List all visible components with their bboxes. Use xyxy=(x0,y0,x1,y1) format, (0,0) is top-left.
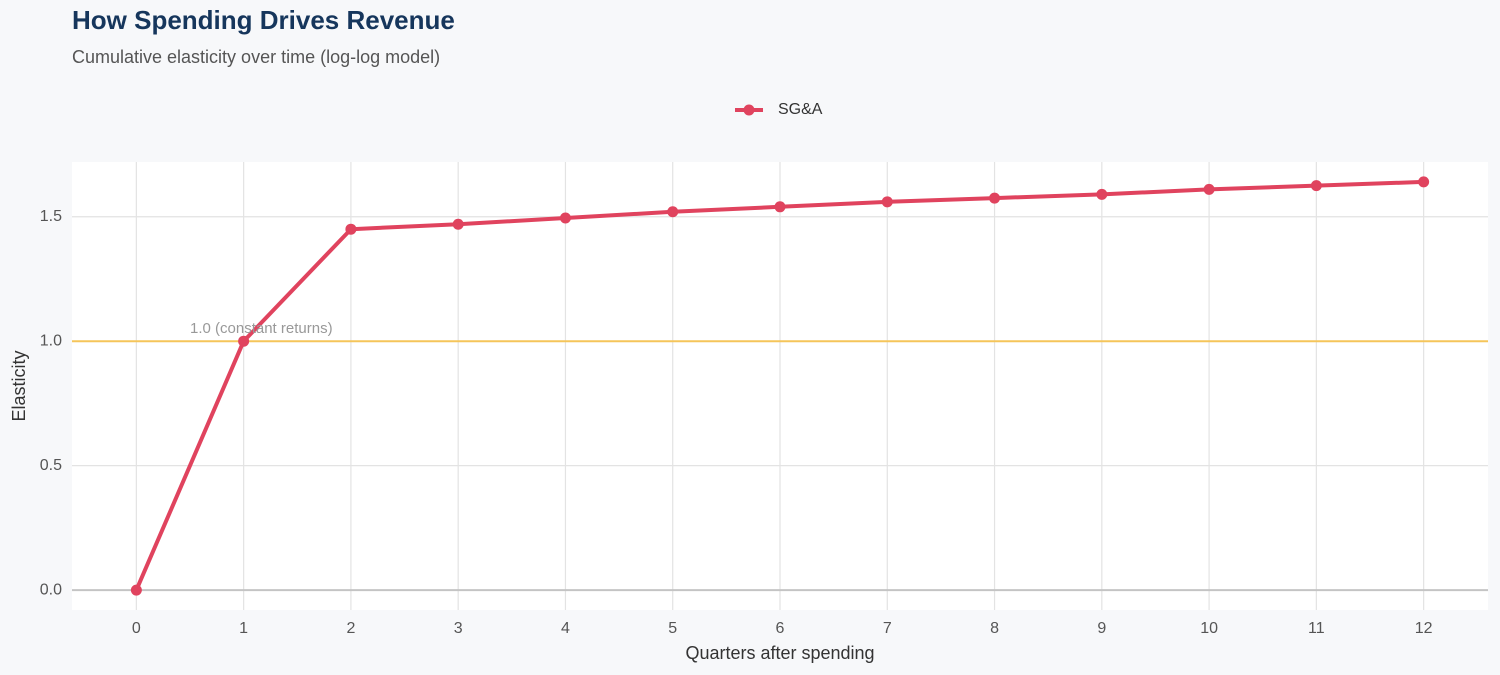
data-point xyxy=(345,223,357,235)
data-point xyxy=(130,584,142,596)
x-axis-label: Quarters after spending xyxy=(685,643,874,663)
x-tick-label: 0 xyxy=(132,620,141,637)
data-point xyxy=(1418,176,1430,188)
x-tick-label: 4 xyxy=(561,620,570,637)
y-tick-label: 0.5 xyxy=(40,457,62,474)
data-point xyxy=(1310,180,1322,192)
y-tick-label: 1.5 xyxy=(40,208,62,225)
data-point xyxy=(1203,183,1215,195)
x-tick-label: 11 xyxy=(1308,620,1325,637)
chart-title: How Spending Drives Revenue xyxy=(72,5,455,35)
data-point xyxy=(559,212,571,224)
data-point xyxy=(667,206,679,218)
data-point xyxy=(774,201,786,213)
marks xyxy=(72,176,1488,596)
reference-label: 1.0 (constant returns) xyxy=(190,320,333,337)
x-tick-label: 3 xyxy=(454,620,463,637)
data-point xyxy=(238,335,250,347)
x-tick-label: 5 xyxy=(668,620,677,637)
x-tick-label: 6 xyxy=(776,620,785,637)
x-tick-label: 7 xyxy=(883,620,892,637)
data-point xyxy=(989,192,1001,204)
x-tick-label: 1 xyxy=(239,620,248,637)
x-tick-label: 12 xyxy=(1415,620,1433,637)
legend-label: SG&A xyxy=(778,101,823,118)
legend-marker xyxy=(743,104,755,116)
x-tick-label: 9 xyxy=(1097,620,1106,637)
x-tick-label: 8 xyxy=(990,620,999,637)
y-tick-label: 0.0 xyxy=(40,581,62,598)
y-tick-label: 1.0 xyxy=(40,332,62,349)
data-point xyxy=(452,218,464,230)
x-tick-label: 2 xyxy=(346,620,355,637)
data-point xyxy=(1096,188,1108,200)
chart-subtitle: Cumulative elasticity over time (log-log… xyxy=(72,47,440,67)
y-axis-label: Elasticity xyxy=(9,350,29,421)
x-tick-label: 10 xyxy=(1200,620,1218,637)
data-point xyxy=(881,196,893,208)
